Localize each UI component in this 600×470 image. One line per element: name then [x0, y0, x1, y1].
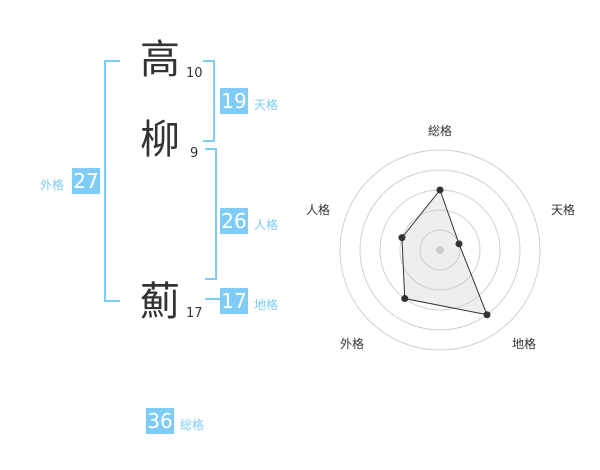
soukaku-score: 36	[146, 408, 174, 434]
tenkaku-score: 19	[220, 88, 248, 114]
radar-point-2	[483, 311, 491, 319]
tenkaku-bracket	[203, 60, 215, 142]
radar-point-0	[436, 186, 444, 194]
chikaku-score: 17	[220, 288, 248, 314]
gaikaku-bracket	[104, 60, 120, 302]
radar-center-dot	[436, 246, 444, 254]
radar-axis-label-tenkaku: 天格	[551, 203, 576, 217]
radar-point-4	[398, 234, 406, 242]
name-char-2: 柳	[140, 117, 180, 163]
jinkaku-label: 人格	[254, 218, 279, 232]
chikaku-label: 地格	[254, 298, 279, 312]
name-char-1: 高	[140, 37, 180, 83]
name-char-3: 薊	[140, 279, 180, 325]
chikaku-connector	[205, 298, 220, 300]
radar-ring	[339, 149, 541, 351]
radar-axis-label-gaikaku: 外格	[340, 337, 365, 351]
radar-ring	[399, 209, 481, 291]
jinkaku-bracket	[205, 148, 217, 280]
radar-axis-label-chikaku: 地格	[512, 337, 537, 351]
radar-axis-label-jinkaku: 人格	[306, 203, 331, 217]
radar-axis-label-soukaku: 総格	[428, 124, 453, 138]
radar-area	[401, 188, 488, 316]
stroke-count-1: 10	[186, 66, 203, 81]
radar-ring	[359, 169, 521, 331]
soukaku-label: 総格	[180, 418, 205, 432]
gaikaku-label: 外格	[40, 178, 65, 192]
radar-ring	[419, 229, 461, 271]
stroke-count-3: 17	[186, 306, 203, 321]
tenkaku-label: 天格	[254, 98, 279, 112]
radar-point-1	[455, 240, 463, 248]
radar-point-3	[401, 295, 409, 303]
gaikaku-score: 27	[72, 168, 100, 194]
stroke-count-2: 9	[190, 146, 199, 161]
jinkaku-score: 26	[220, 208, 248, 234]
